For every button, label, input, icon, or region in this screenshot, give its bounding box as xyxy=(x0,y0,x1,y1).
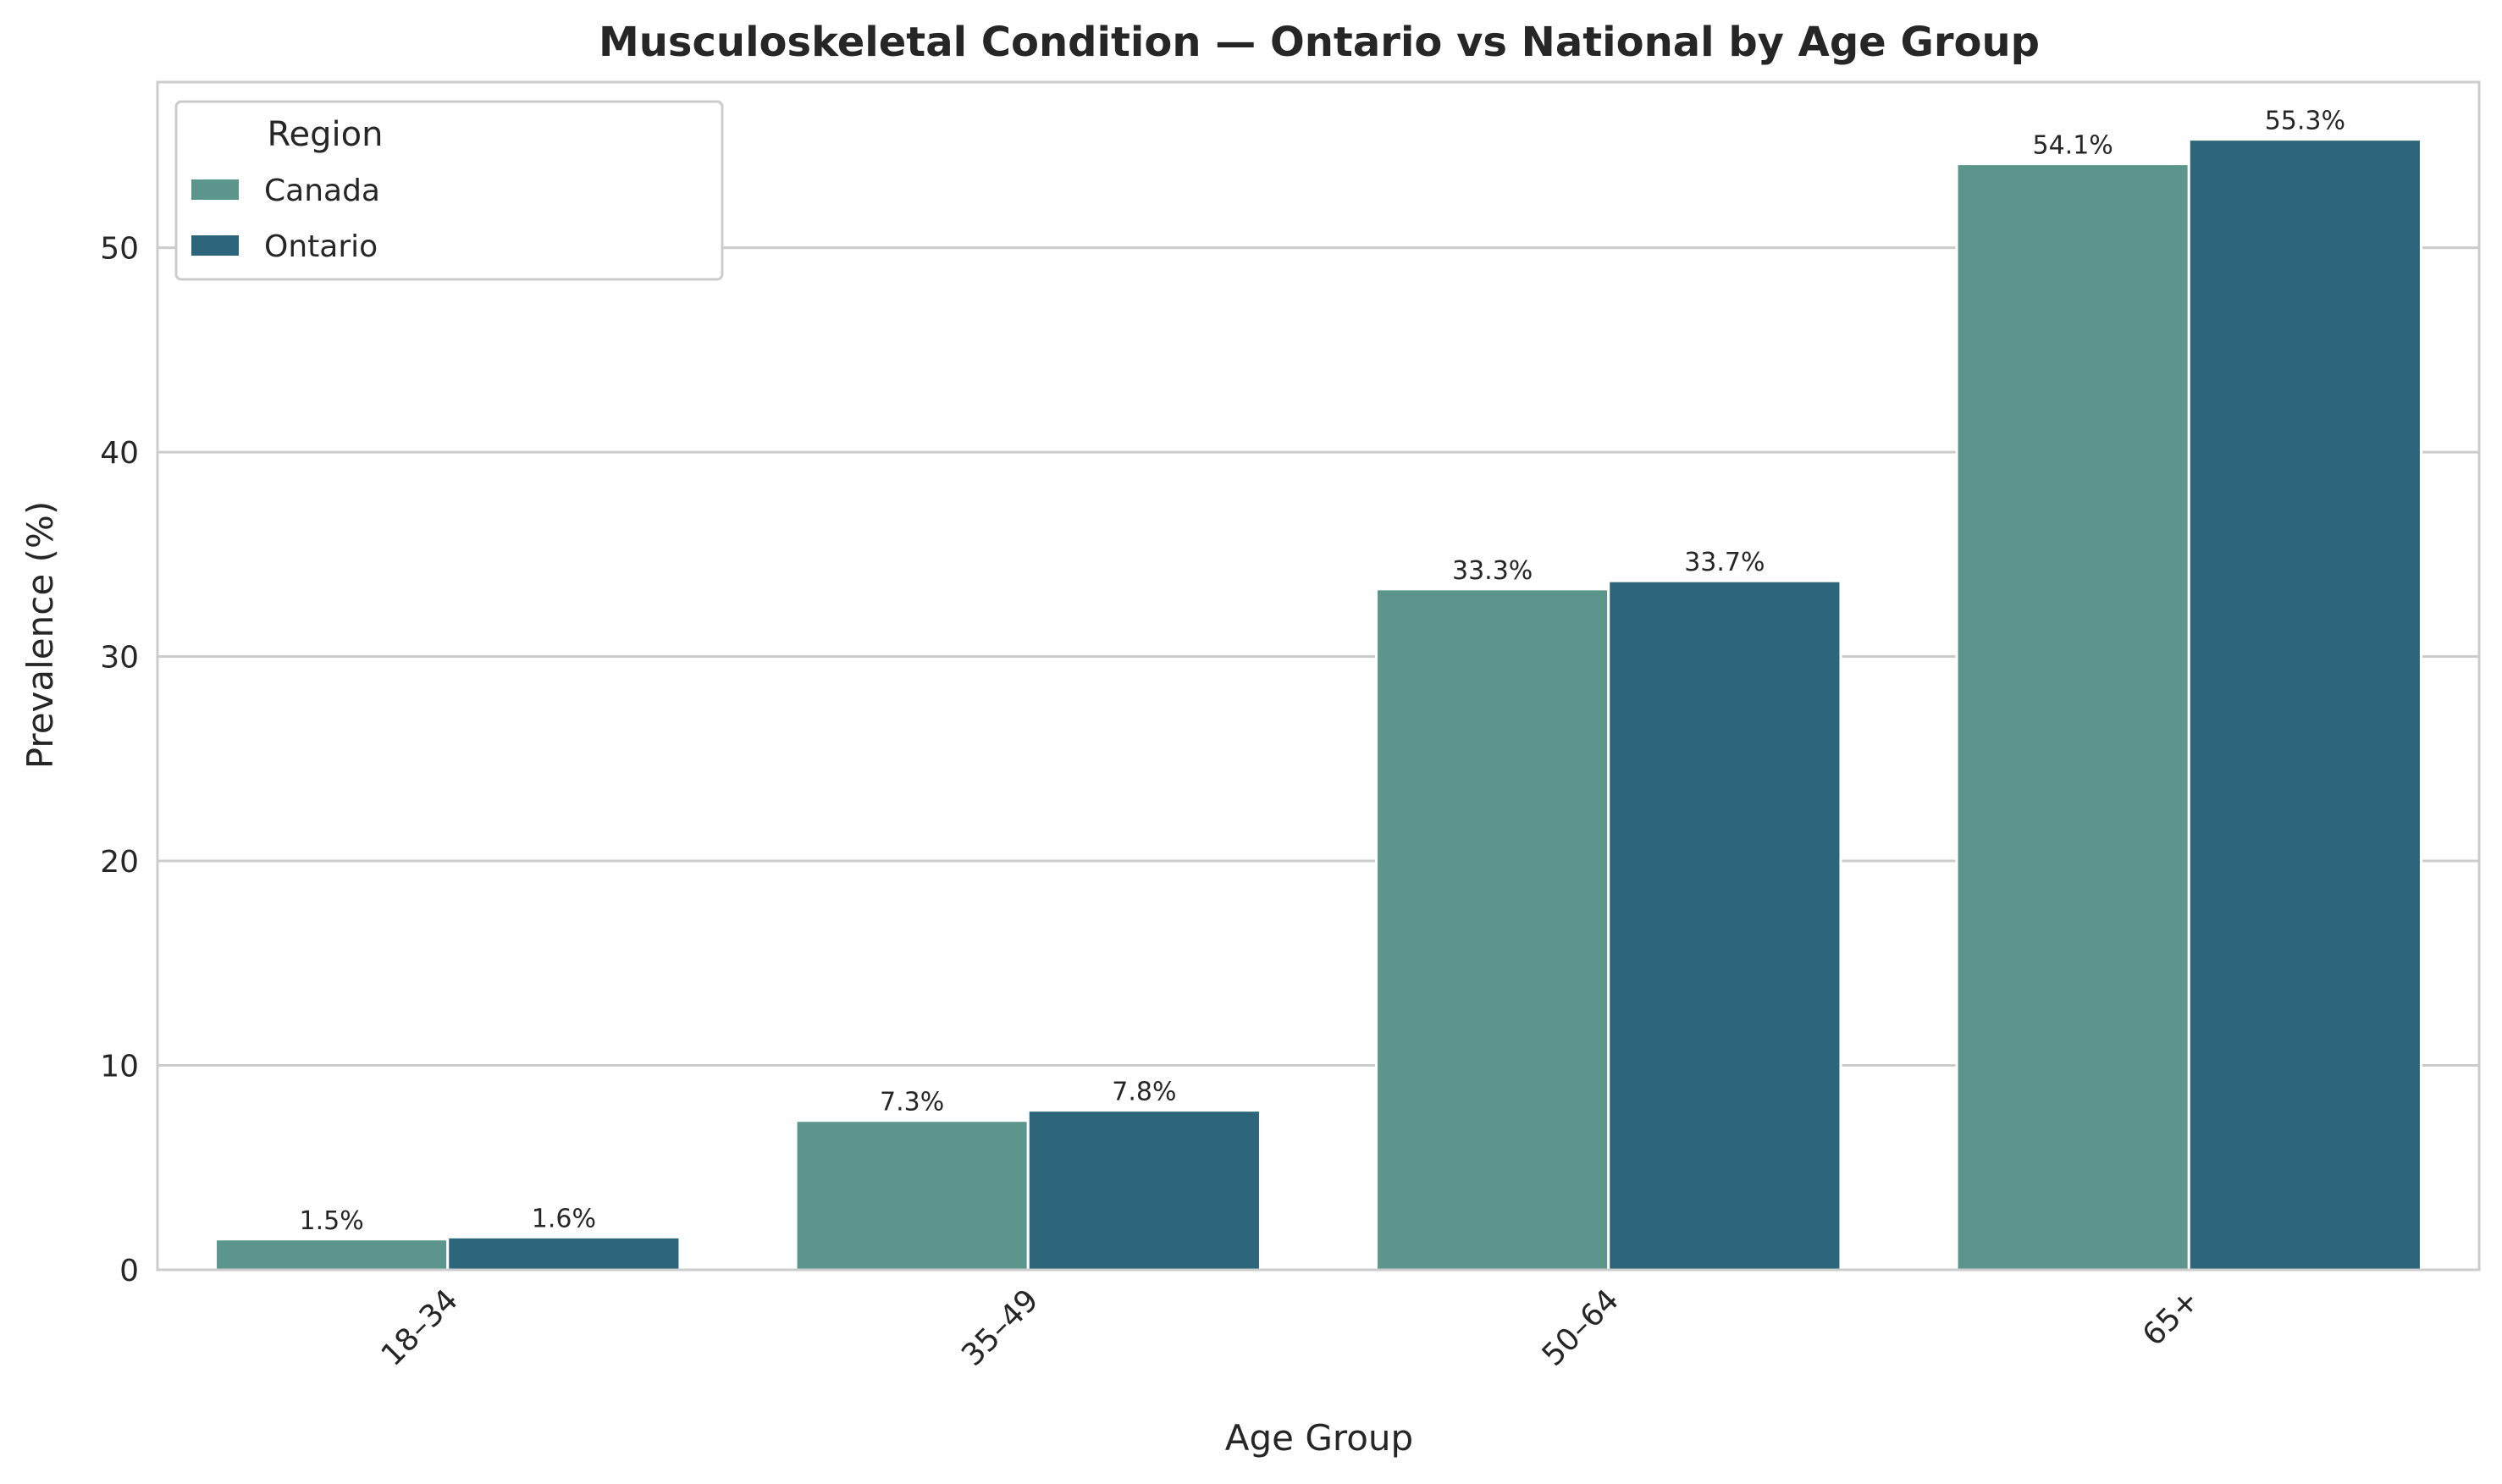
data-label-ontario-4: 55.3% xyxy=(2265,107,2345,136)
x-axis-label: Age Group xyxy=(1225,1417,1413,1459)
y-tick-label: 30 xyxy=(100,641,139,676)
y-tick-label: 20 xyxy=(100,845,139,880)
data-label-canada-1: 1.5% xyxy=(300,1206,364,1236)
legend-label-canada: Canada xyxy=(264,174,380,208)
data-labels: 1.5% 1.6% 7.3% 7.8% 33.3% 33.7% 54.1% 55.3% xyxy=(300,107,2345,1236)
data-label-canada-4: 54.1% xyxy=(2032,131,2113,161)
bar-canada-3 xyxy=(1375,588,1610,1272)
legend: Region Canada Ontario xyxy=(174,100,724,281)
legend-swatch-canada xyxy=(191,179,239,200)
y-axis-label: Prevalence (%) xyxy=(19,501,61,769)
bar-canada-4 xyxy=(1955,163,2190,1272)
plot-frame xyxy=(156,80,2481,1272)
bar-ontario-2 xyxy=(1026,1109,1262,1272)
data-label-ontario-1: 1.6% xyxy=(532,1204,596,1233)
data-label-ontario-2: 7.8% xyxy=(1112,1078,1176,1107)
chart-title: Musculoskeletal Condition — Ontario vs N… xyxy=(599,19,2040,66)
data-label-canada-3: 33.3% xyxy=(1452,556,1533,586)
bar-ontario-1 xyxy=(446,1235,682,1272)
legend-swatch-ontario xyxy=(191,235,239,256)
legend-title: Region xyxy=(268,115,384,154)
bars xyxy=(214,138,2422,1272)
y-tick-label: 0 xyxy=(119,1254,139,1288)
y-tick-labels: 0 10 20 30 40 50 xyxy=(100,232,139,1288)
y-tick-label: 40 xyxy=(100,436,139,471)
legend-box xyxy=(174,100,724,281)
y-tick-label: 50 xyxy=(100,232,139,267)
bar-ontario-3 xyxy=(1607,579,1842,1272)
y-tick-label: 10 xyxy=(100,1050,139,1084)
data-label-ontario-3: 33.7% xyxy=(1684,548,1765,577)
bar-ontario-4 xyxy=(2187,138,2422,1272)
legend-label-ontario: Ontario xyxy=(264,229,378,264)
data-label-canada-2: 7.3% xyxy=(880,1088,944,1117)
bar-canada-2 xyxy=(794,1119,1030,1272)
bar-canada-1 xyxy=(214,1238,450,1272)
